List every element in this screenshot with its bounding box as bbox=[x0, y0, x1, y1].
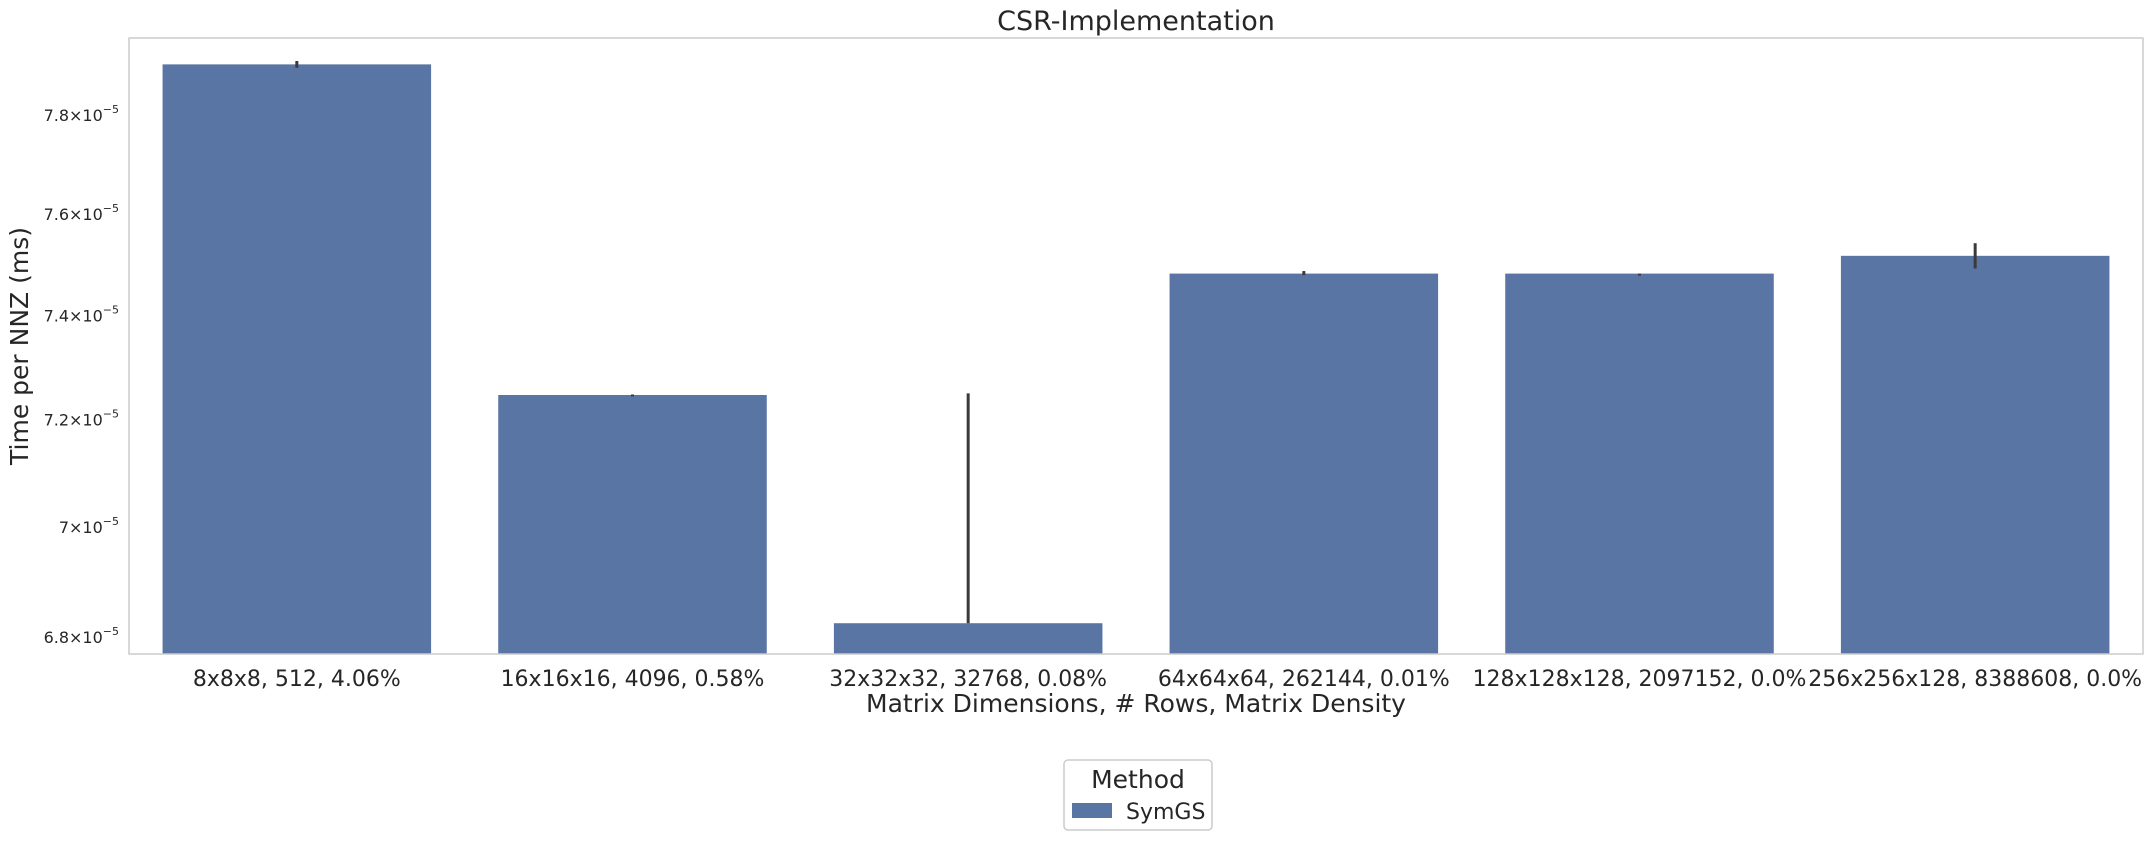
legend-label-symgs: SymGS bbox=[1126, 800, 1205, 825]
x-tick-label-4: 64x64x64, 262144, 0.01% bbox=[1158, 667, 1450, 692]
bar-3 bbox=[833, 623, 1103, 654]
y-tick-labels: 6.8×10−5 7×10−5 7.2×10−5 7.4×10−5 7.6×10−5 7.… bbox=[44, 103, 119, 647]
x-tick-label-6: 256x256x128, 8388608, 0.0% bbox=[1808, 667, 2142, 692]
x-tick-label-2: 16x16x16, 4096, 0.58% bbox=[501, 667, 765, 692]
bar-6 bbox=[1840, 255, 2110, 655]
bar-2 bbox=[498, 394, 767, 654]
y-axis-label: Time per NNZ (ms) bbox=[5, 227, 34, 466]
y-tick-label-4: 7.4×10−5 bbox=[44, 304, 119, 326]
chart-title: CSR-Implementation bbox=[997, 6, 1275, 37]
legend: Method SymGS bbox=[1063, 759, 1213, 831]
y-tick-label-2: 7×10−5 bbox=[59, 515, 119, 537]
y-tick-label-3: 7.2×10−5 bbox=[44, 408, 119, 430]
legend-title: Method bbox=[1091, 765, 1185, 794]
y-tick-label-5: 7.6×10−5 bbox=[44, 202, 119, 224]
y-tick-label-1: 6.8×10−5 bbox=[44, 625, 119, 647]
y-tick-label-6: 7.8×10−5 bbox=[44, 103, 119, 125]
bar-1 bbox=[162, 64, 432, 654]
plot-frame bbox=[128, 37, 2144, 655]
x-tick-label-3: 32x32x32, 32768, 0.08% bbox=[829, 667, 1107, 692]
x-tick-label-5: 128x128x128, 2097152, 0.0% bbox=[1473, 667, 1807, 692]
bar-5 bbox=[1505, 273, 1774, 654]
x-tick-labels: 8x8x8, 512, 4.06% 16x16x16, 4096, 0.58% 32… bbox=[193, 667, 2142, 692]
bars-group bbox=[162, 64, 2110, 655]
x-axis-label: Matrix Dimensions, # Rows, Matrix Densit… bbox=[866, 689, 1406, 718]
legend-swatch-symgs bbox=[1072, 803, 1112, 818]
bar-4 bbox=[1169, 273, 1439, 654]
error-bars-group bbox=[295, 61, 1977, 624]
x-tick-label-1: 8x8x8, 512, 4.06% bbox=[193, 667, 401, 692]
